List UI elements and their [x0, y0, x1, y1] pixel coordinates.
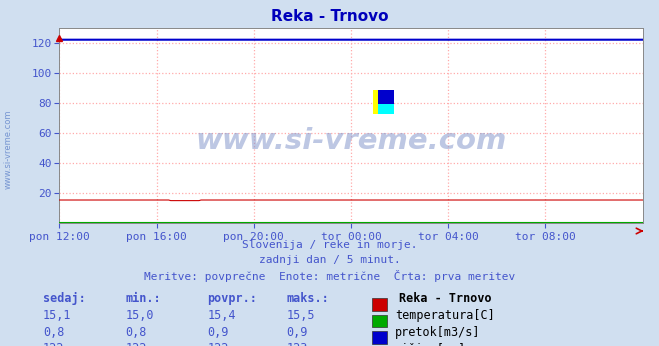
Text: Slovenija / reke in morje.: Slovenija / reke in morje.	[242, 240, 417, 251]
Bar	[373, 90, 389, 114]
Text: www.si-vreme.com: www.si-vreme.com	[195, 127, 507, 155]
Text: 123: 123	[287, 342, 308, 346]
Text: www.si-vreme.com: www.si-vreme.com	[3, 109, 13, 189]
Text: 15,0: 15,0	[125, 309, 154, 322]
Text: 122: 122	[43, 342, 64, 346]
Bar	[378, 100, 394, 114]
Text: 0,9: 0,9	[287, 326, 308, 339]
Text: 0,8: 0,8	[43, 326, 64, 339]
Text: temperatura[C]: temperatura[C]	[395, 309, 494, 322]
Bar	[378, 90, 394, 104]
Text: povpr.:: povpr.:	[208, 292, 258, 306]
Text: pretok[m3/s]: pretok[m3/s]	[395, 326, 480, 339]
Text: 0,8: 0,8	[125, 326, 146, 339]
Text: maks.:: maks.:	[287, 292, 330, 306]
Text: sedaj:: sedaj:	[43, 292, 86, 306]
Text: 122: 122	[208, 342, 229, 346]
Text: višina[cm]: višina[cm]	[395, 342, 466, 346]
Text: 0,9: 0,9	[208, 326, 229, 339]
Text: zadnji dan / 5 minut.: zadnji dan / 5 minut.	[258, 255, 401, 265]
Text: 15,5: 15,5	[287, 309, 315, 322]
Text: 122: 122	[125, 342, 146, 346]
Text: Reka - Trnovo: Reka - Trnovo	[271, 9, 388, 24]
Text: min.:: min.:	[125, 292, 161, 306]
Text: Reka - Trnovo: Reka - Trnovo	[399, 292, 492, 306]
Text: 15,1: 15,1	[43, 309, 71, 322]
Text: Meritve: povprečne  Enote: metrične  Črta: prva meritev: Meritve: povprečne Enote: metrične Črta:…	[144, 270, 515, 282]
Text: 15,4: 15,4	[208, 309, 236, 322]
